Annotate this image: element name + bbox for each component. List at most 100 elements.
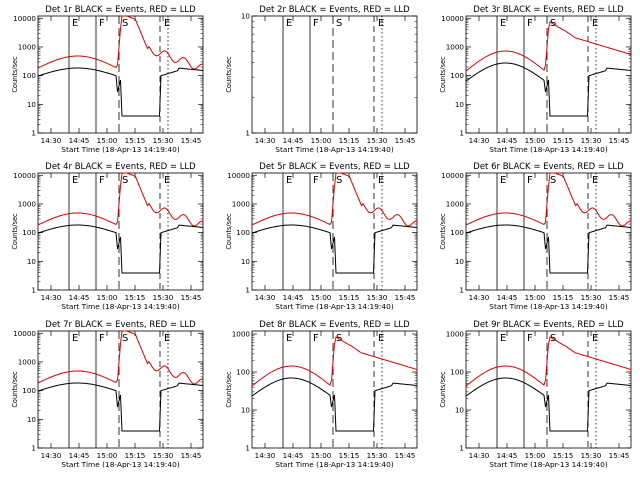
event-marker-s: S [122, 175, 128, 186]
y-tick-label: 100 [22, 386, 36, 395]
event-marker-e: E [286, 333, 292, 344]
x-tick-label: 15:00 [525, 136, 546, 145]
detector-panel-2: Det 2r BLACK = Events, RED = LLD 1 10 14:30… [225, 5, 418, 154]
plot-frame [465, 15, 632, 134]
y-tick-label: 1 [31, 286, 36, 295]
y-tick-label: 10000 [13, 329, 36, 338]
event-marker-f: F [99, 333, 105, 344]
x-tick-label: 15:15 [553, 136, 574, 145]
event-marker-f: F [527, 18, 533, 29]
y-tick-label: 1000 [232, 330, 251, 339]
y-tick-label: 1000 [18, 199, 37, 208]
x-axis-label: Start Time (18-Apr-13 14:19:40) [275, 145, 394, 154]
x-axis-label: Start Time (18-Apr-13 14:19:40) [489, 460, 608, 469]
detector-panel-7: Det 7r BLACK = Events, RED = LLD 1 10 100 10… [11, 320, 204, 469]
events-series-line [465, 62, 632, 117]
y-tick-label: 10000 [441, 14, 464, 23]
x-axis-label: Start Time (18-Apr-13 14:19:40) [275, 460, 394, 469]
y-axis-label: Counts/sec [225, 213, 233, 250]
event-marker-e: E [592, 333, 598, 344]
y-tick-label: 10 [241, 257, 251, 266]
event-marker-e: E [164, 333, 170, 344]
x-tick-label: 15:45 [609, 136, 630, 145]
event-marker-e: E [378, 175, 384, 186]
x-tick-label: 15:00 [311, 136, 332, 145]
x-tick-label: 14:45 [497, 136, 518, 145]
x-tick-label: 14:45 [283, 136, 304, 145]
x-tick-label: 14:45 [69, 293, 90, 302]
panel-title: Det 7r BLACK = Events, RED = LLD [45, 320, 196, 330]
panel-title: Det 4r BLACK = Events, RED = LLD [45, 162, 196, 172]
x-tick-label: 15:30 [581, 136, 602, 145]
x-tick-label: 14:30 [469, 293, 490, 302]
x-tick-label: 15:00 [97, 136, 118, 145]
x-tick-label: 15:30 [153, 136, 174, 145]
x-tick-label: 15:00 [525, 451, 546, 460]
event-marker-f: F [313, 175, 319, 186]
lld-series-line [465, 21, 632, 72]
y-tick-label: 1 [459, 444, 464, 453]
y-tick-label: 1 [245, 129, 250, 138]
lld-series-line [251, 336, 418, 387]
x-tick-label: 15:15 [339, 136, 360, 145]
y-tick-label: 100 [450, 71, 464, 80]
x-tick-label: 14:45 [283, 293, 304, 302]
panel-title: Det 2r BLACK = Events, RED = LLD [259, 5, 410, 15]
x-tick-label: 14:45 [69, 136, 90, 145]
x-tick-label: 14:45 [497, 451, 518, 460]
y-tick-label: 1000 [446, 330, 465, 339]
y-tick-label: 1 [459, 129, 464, 138]
event-marker-e: E [500, 175, 506, 186]
x-tick-label: 15:45 [609, 293, 630, 302]
detector-panel-1: Det 1r BLACK = Events, RED = LLD 1 10 100 10… [11, 5, 204, 154]
event-marker-s: S [550, 175, 556, 186]
y-axis-label: Counts/sec [439, 371, 447, 408]
lld-series-line [37, 330, 204, 385]
y-axis-label: Counts/sec [439, 213, 447, 250]
x-tick-label: 14:30 [41, 136, 62, 145]
plot-frame [251, 330, 418, 449]
x-tick-label: 15:15 [339, 451, 360, 460]
y-tick-label: 10000 [13, 14, 36, 23]
panel-title: Det 8r BLACK = Events, RED = LLD [259, 320, 410, 330]
detector-panel-8: Det 8r BLACK = Events, RED = LLD 1 10 100 10… [225, 320, 418, 469]
x-tick-label: 15:30 [581, 293, 602, 302]
lld-series-line [37, 172, 204, 227]
x-axis-label: Start Time (18-Apr-13 14:19:40) [489, 302, 608, 311]
y-tick-label: 1000 [232, 199, 251, 208]
x-tick-label: 15:30 [153, 451, 174, 460]
events-series-line [37, 224, 204, 274]
x-tick-label: 15:45 [395, 136, 416, 145]
event-marker-e: E [72, 175, 78, 186]
plot-frame [465, 330, 632, 449]
lld-series-line [251, 172, 418, 227]
x-tick-label: 15:45 [395, 293, 416, 302]
event-marker-f: F [99, 175, 105, 186]
event-marker-e: E [164, 175, 170, 186]
y-tick-label: 10 [455, 257, 465, 266]
plot-frame [465, 172, 632, 291]
detector-panel-3: Det 3r BLACK = Events, RED = LLD 1 10 100 10… [439, 5, 632, 154]
y-tick-label: 100 [22, 228, 36, 237]
event-marker-e: E [164, 18, 170, 29]
x-tick-label: 15:15 [553, 293, 574, 302]
y-tick-label: 100 [236, 228, 250, 237]
lld-series-line [465, 172, 632, 227]
y-tick-label: 10 [241, 12, 251, 21]
x-tick-label: 15:45 [181, 451, 202, 460]
y-axis-label: Counts/sec [11, 371, 19, 408]
detector-panel-6: Det 6r BLACK = Events, RED = LLD 1 10 100 10… [439, 162, 632, 311]
event-marker-e: E [378, 18, 384, 29]
y-tick-label: 100 [236, 368, 250, 377]
y-tick-label: 10000 [13, 171, 36, 180]
x-tick-label: 15:00 [311, 293, 332, 302]
x-tick-label: 15:30 [367, 293, 388, 302]
x-tick-label: 14:45 [69, 451, 90, 460]
y-axis-label: Counts/sec [11, 56, 19, 93]
events-series-line [251, 377, 418, 432]
x-tick-label: 14:30 [41, 293, 62, 302]
x-tick-label: 14:30 [255, 136, 276, 145]
x-tick-label: 15:45 [181, 293, 202, 302]
x-tick-label: 14:30 [41, 451, 62, 460]
